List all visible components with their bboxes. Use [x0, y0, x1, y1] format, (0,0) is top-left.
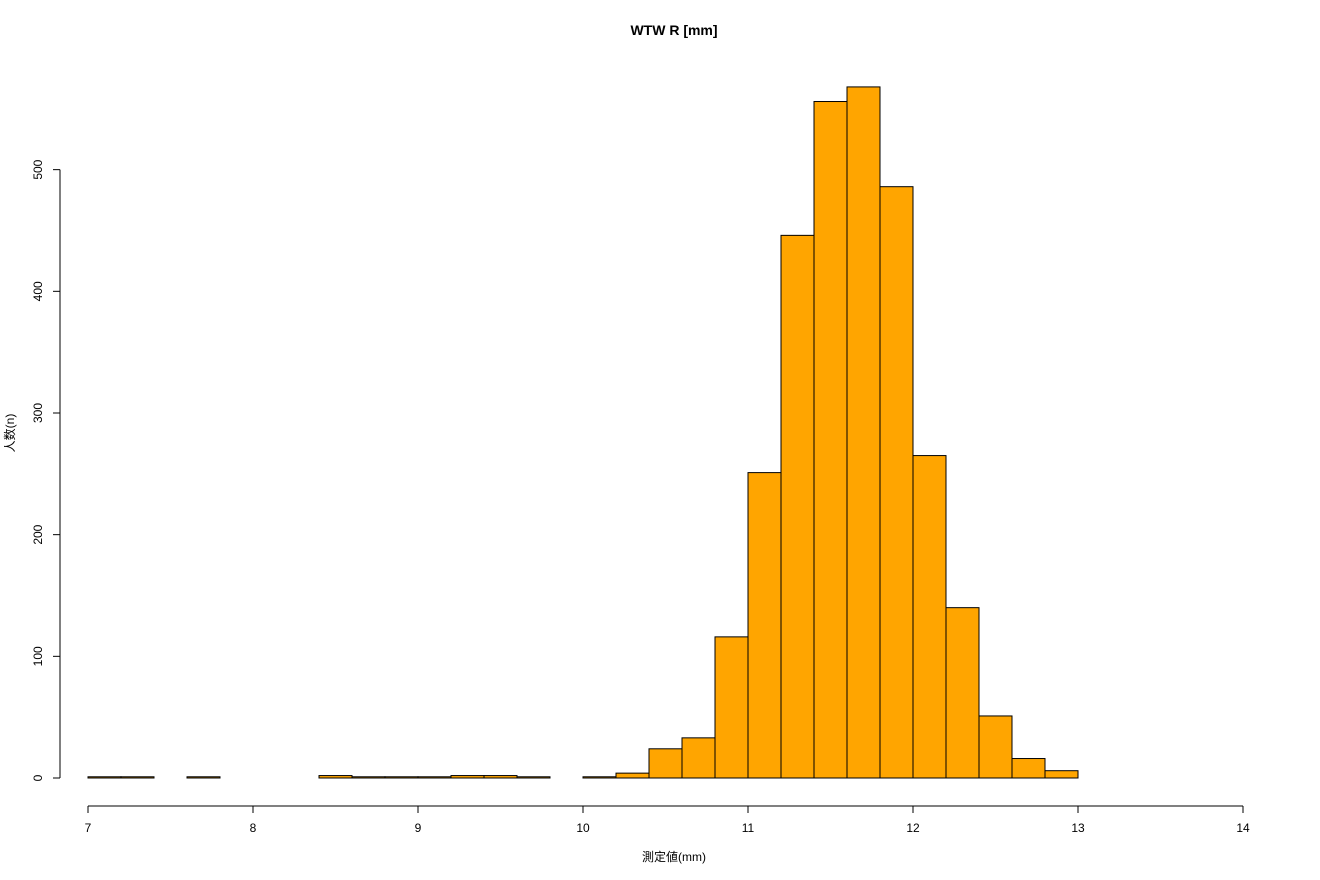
bars-group	[87, 86, 1079, 779]
histogram-bar	[945, 607, 980, 779]
x-axis: 7 8 9 10 11 12 13 14	[85, 805, 1250, 835]
histogram-bar	[615, 772, 650, 779]
histogram-bar	[714, 636, 749, 779]
histogram-bar	[1011, 758, 1046, 779]
x-tick-label: 11	[742, 821, 755, 835]
y-axis-label: 人数(n)	[2, 414, 17, 453]
histogram-bar	[747, 472, 782, 779]
histogram-bar	[1044, 770, 1079, 779]
x-axis-label: 測定値(mm)	[642, 849, 706, 864]
y-tick-label: 300	[31, 403, 45, 423]
histogram-bar	[780, 234, 815, 779]
histogram-bar	[648, 748, 683, 779]
x-tick-label: 7	[85, 821, 92, 835]
histogram-bar	[87, 776, 122, 779]
x-tick-label: 10	[576, 821, 590, 835]
histogram-bar	[879, 186, 914, 779]
histogram-bar	[186, 776, 221, 779]
histogram-bar	[912, 455, 947, 779]
y-tick-label: 500	[31, 159, 45, 179]
histogram-bar	[450, 775, 485, 779]
histogram-bar	[846, 86, 881, 779]
histogram-bar	[516, 776, 551, 779]
y-axis: 0 100 200 300 400 500	[31, 159, 61, 781]
x-tick-label: 12	[906, 821, 920, 835]
histogram-bar	[384, 776, 419, 779]
histogram-bar	[417, 776, 452, 779]
histogram-bar	[978, 715, 1013, 779]
x-tick-label: 13	[1071, 821, 1085, 835]
histogram-bar	[120, 776, 155, 779]
histogram-bar	[813, 101, 848, 779]
y-tick-label: 400	[31, 281, 45, 301]
chart-title: WTW R [mm]	[630, 22, 717, 38]
histogram-bar	[483, 775, 518, 779]
x-tick-label: 14	[1236, 821, 1250, 835]
y-tick-label: 0	[31, 774, 45, 781]
y-tick-label: 100	[31, 646, 45, 666]
histogram-bar	[582, 776, 617, 779]
x-tick-label: 8	[250, 821, 257, 835]
histogram-bar	[681, 737, 716, 779]
histogram-bar	[351, 776, 386, 779]
x-tick-label: 9	[415, 821, 422, 835]
histogram-bar	[318, 775, 353, 779]
y-tick-label: 200	[31, 524, 45, 544]
